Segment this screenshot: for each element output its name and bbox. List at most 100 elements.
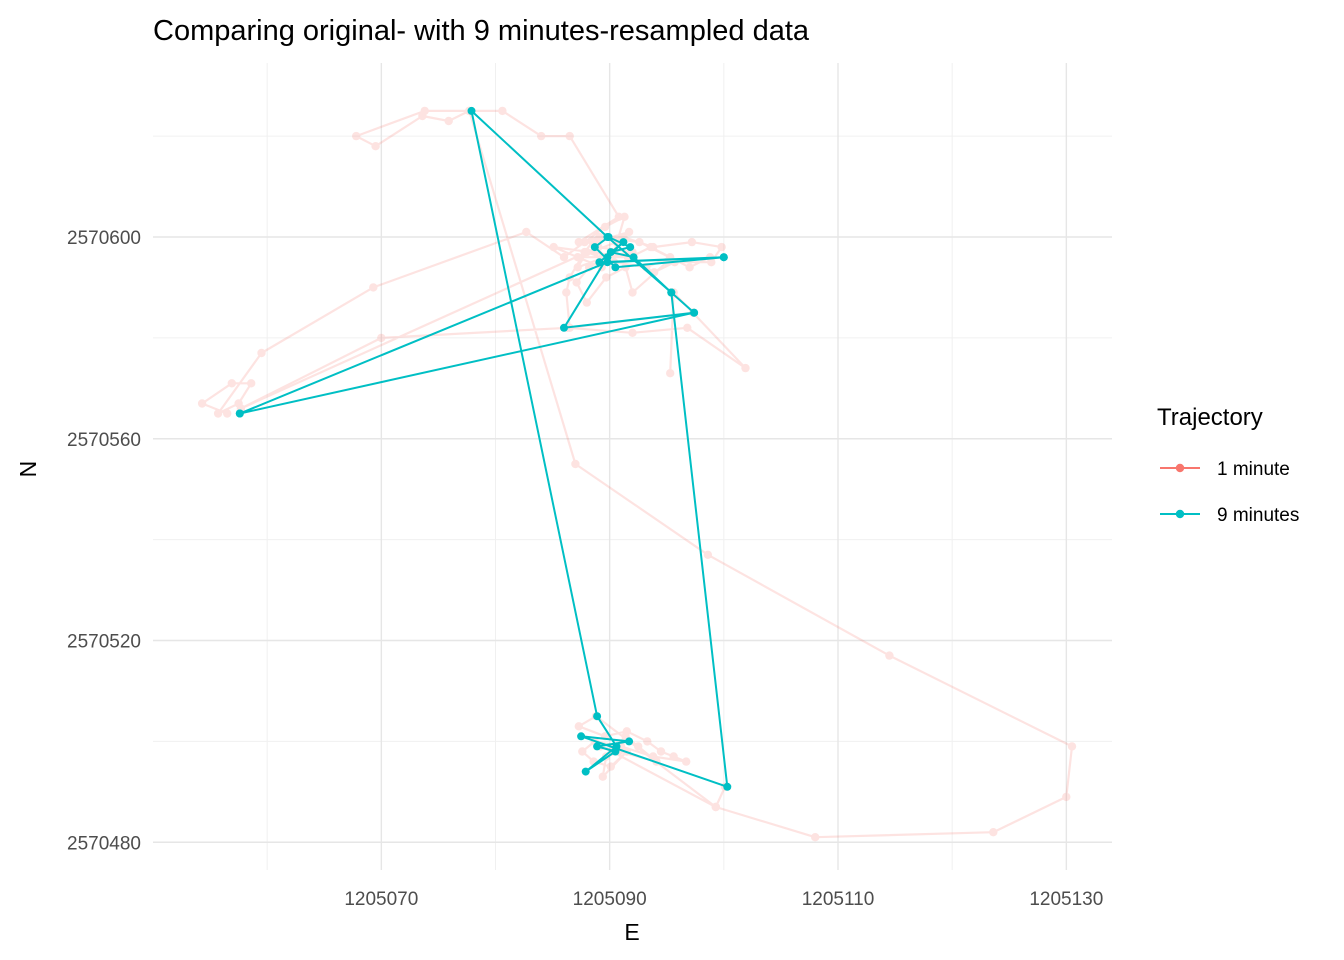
series-line xyxy=(201,109,1074,839)
data-point xyxy=(571,459,580,469)
data-point xyxy=(643,737,652,746)
series-2 xyxy=(235,106,732,791)
data-point xyxy=(573,253,582,262)
data-point xyxy=(420,106,429,116)
chart-title: Comparing original- with 9 minutes-resam… xyxy=(153,15,810,47)
data-point xyxy=(603,258,612,267)
data-point xyxy=(646,242,655,252)
legend-label: 9 minutes xyxy=(1217,505,1299,526)
data-point xyxy=(369,283,378,292)
data-point xyxy=(467,106,476,115)
data-point xyxy=(648,752,658,761)
data-point xyxy=(578,747,587,756)
data-point xyxy=(606,762,615,771)
legend-key-point xyxy=(1175,463,1185,473)
data-point xyxy=(625,737,634,746)
data-point xyxy=(572,278,581,287)
data-point xyxy=(580,237,589,247)
data-point xyxy=(683,323,692,332)
data-point xyxy=(685,263,694,272)
data-point xyxy=(549,242,558,252)
y-tick-label: 2570520 xyxy=(67,632,141,653)
data-point xyxy=(611,263,620,272)
data-point xyxy=(227,379,236,388)
data-point xyxy=(1062,792,1071,802)
data-point xyxy=(622,727,631,736)
data-point xyxy=(600,222,610,232)
series-line xyxy=(238,109,729,788)
data-point xyxy=(257,348,266,358)
x-tick-label: 1205130 xyxy=(1029,889,1103,910)
data-point xyxy=(247,379,256,388)
data-point xyxy=(885,651,894,660)
legend-label: 1 minute xyxy=(1217,459,1290,480)
y-tick-label: 2570560 xyxy=(67,430,141,451)
data-point xyxy=(559,253,569,262)
data-point xyxy=(371,142,380,151)
legend-key-point xyxy=(1175,509,1185,519)
x-tick-label: 1205110 xyxy=(802,889,875,910)
data-point xyxy=(593,712,602,721)
data-point xyxy=(629,253,638,262)
axis-ticks: 1205070 1205090 1205110 1205130 2570480 25705… xyxy=(67,228,1103,910)
data-point xyxy=(444,116,453,126)
data-point xyxy=(628,288,637,297)
data-point xyxy=(723,782,732,791)
data-point xyxy=(634,742,643,751)
data-point xyxy=(606,248,615,257)
data-point xyxy=(690,308,699,317)
x-tick-label: 1205090 xyxy=(573,889,647,910)
data-point xyxy=(711,802,720,812)
data-point xyxy=(352,131,361,141)
data-point xyxy=(574,237,583,247)
data-point xyxy=(626,243,635,252)
data-point xyxy=(717,242,726,252)
data-point xyxy=(687,237,697,247)
data-point xyxy=(377,333,386,343)
data-point xyxy=(741,363,750,373)
data-point xyxy=(656,747,666,756)
data-point xyxy=(811,833,820,842)
data-point xyxy=(1067,742,1077,751)
data-point xyxy=(614,212,623,221)
data-point xyxy=(235,409,244,418)
data-point xyxy=(580,247,589,257)
data-point xyxy=(595,232,604,242)
data-point xyxy=(624,227,634,237)
data-point xyxy=(595,258,604,267)
data-point xyxy=(581,767,590,776)
data-point xyxy=(537,131,546,141)
data-point xyxy=(418,111,427,121)
data-point xyxy=(666,369,675,378)
data-point xyxy=(989,828,998,837)
data-point xyxy=(590,243,599,252)
data-point xyxy=(234,399,243,408)
series-layer xyxy=(197,106,1077,842)
data-point xyxy=(603,233,612,241)
series-1 xyxy=(197,106,1077,842)
x-tick-label: 1205070 xyxy=(344,889,418,910)
data-point xyxy=(635,237,644,247)
data-point xyxy=(628,328,637,337)
data-point xyxy=(560,323,568,332)
data-point xyxy=(682,757,691,766)
data-point xyxy=(602,273,611,282)
data-point xyxy=(619,238,628,247)
data-point xyxy=(197,399,207,408)
data-point xyxy=(522,227,531,237)
data-point xyxy=(574,722,583,731)
data-point xyxy=(703,550,713,559)
data-point xyxy=(582,247,591,257)
data-point xyxy=(707,258,716,267)
y-tick-label: 2570600 xyxy=(67,228,141,249)
y-axis-title: N xyxy=(15,461,41,478)
legend: Trajectory 1 minute 9 minutes xyxy=(1157,404,1299,526)
data-point xyxy=(213,409,223,418)
data-point xyxy=(598,772,607,781)
data-point xyxy=(223,409,232,418)
data-point xyxy=(648,242,658,252)
data-point xyxy=(577,732,586,741)
legend-title: Trajectory xyxy=(1157,404,1263,431)
x-axis-title: E xyxy=(624,919,639,945)
